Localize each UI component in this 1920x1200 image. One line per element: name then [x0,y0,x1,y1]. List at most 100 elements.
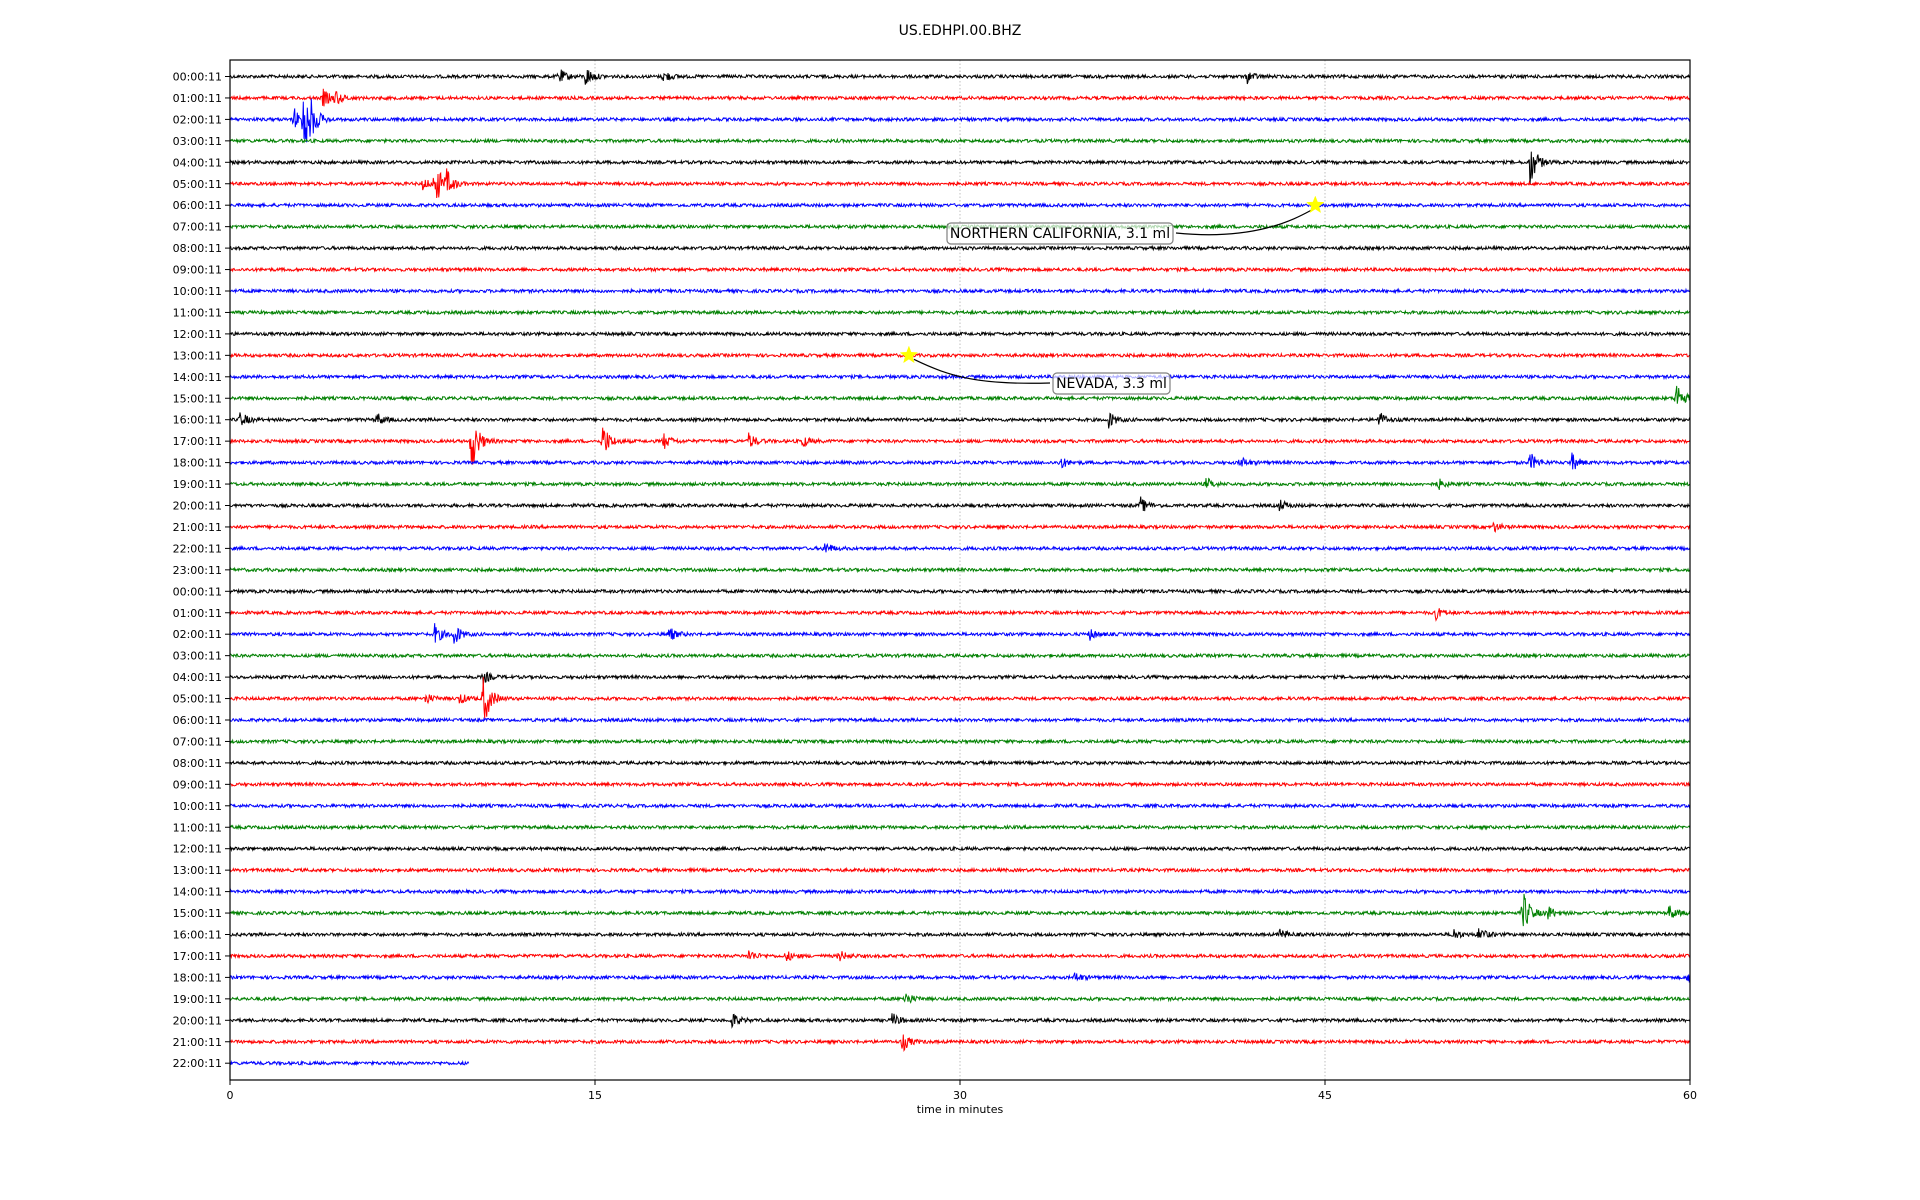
trace-row-34 [229,802,1691,810]
x-tick-label: 15 [588,1089,602,1102]
trace-row-8 [229,244,1691,252]
trace-row-26 [229,623,1691,644]
trace-row-36 [229,845,1691,853]
trace-row-45 [229,1034,1691,1053]
trace-row-40 [229,928,1691,939]
traces [229,69,1691,1067]
trace-row-1 [229,88,1691,107]
trace-row-27 [229,652,1691,660]
trace-row-18 [229,452,1691,470]
trace-row-0 [229,69,1691,85]
y-tick-label: 12:00:11 [173,843,222,856]
y-tick-label: 02:00:11 [173,628,222,641]
annotation-box [946,222,1174,245]
y-tick-label: 20:00:11 [173,1014,222,1027]
y-tick-label: 21:00:11 [173,521,222,534]
y-tick-label: 07:00:11 [173,221,222,234]
plot-frame [229,59,1691,1081]
trace-row-31 [229,738,1691,745]
trace-row-6 [229,201,1691,209]
trace-row-16 [229,412,1691,429]
y-tick-label: 05:00:11 [173,178,222,191]
y-tick-label: 23:00:11 [173,564,222,577]
trace-row-12 [229,330,1691,338]
trace-row-29 [229,677,1691,719]
y-tick-label: 13:00:11 [173,864,222,877]
trace-row-21 [229,521,1691,533]
trace-row-39 [229,893,1691,927]
y-tick-label: 08:00:11 [173,242,222,255]
y-tick-label: 02:00:11 [173,113,222,126]
y-tick-label: 19:00:11 [173,993,222,1006]
y-tick-label: 05:00:11 [173,693,222,706]
trace-row-35 [229,823,1691,831]
y-tick-label: 17:00:11 [173,950,222,963]
y-tick-label: 10:00:11 [173,285,222,298]
y-tick-label: 07:00:11 [173,735,222,748]
trace-row-28 [229,671,1691,685]
x-axis: 0 15 30 45 60 [227,1080,1697,1102]
y-tick-label: 17:00:11 [173,435,222,448]
event-star-icon [899,345,919,364]
x-tick-label: 45 [1318,1089,1332,1102]
trace-row-25 [229,608,1691,622]
trace-row-42 [229,972,1691,983]
x-tick-label: 0 [227,1089,234,1102]
y-tick-label: 09:00:11 [173,778,222,791]
trace-row-44 [229,1013,1691,1029]
y-tick-label: 18:00:11 [173,457,222,470]
y-tick-label: 12:00:11 [173,328,222,341]
y-tick-label: 01:00:11 [173,92,222,105]
y-tick-label: 11:00:11 [173,821,222,834]
y-tick-label: 08:00:11 [173,757,222,770]
y-tick-label: 03:00:11 [173,650,222,663]
y-tick-label: 03:00:11 [173,135,222,148]
trace-row-38 [229,888,1691,896]
y-tick-label: 01:00:11 [173,607,222,620]
event-star-icon [1306,195,1325,214]
trace-row-15 [229,385,1691,404]
y-tick-label: 22:00:11 [173,542,222,555]
trace-row-20 [229,496,1691,512]
trace-row-3 [229,137,1691,145]
trace-row-46 [229,1059,470,1067]
annotation-box [1052,372,1171,395]
trace-row-32 [230,759,1691,767]
y-tick-label: 13:00:11 [173,349,222,362]
trace-row-30 [229,716,1691,724]
trace-row-10 [229,287,1691,295]
trace-row-37 [229,866,1691,874]
annotation-label: NORTHERN CALIFORNIA, 3.1 ml [950,226,1170,242]
y-tick-label: 11:00:11 [173,306,222,319]
x-axis-label: time in minutes [917,1103,1004,1116]
annotation-connector [913,358,1051,384]
x-tick-label: 60 [1683,1089,1697,1102]
trace-row-17 [229,427,1691,465]
annotation-connector [1175,209,1312,236]
y-tick-label: 10:00:11 [173,800,222,813]
trace-row-13 [229,351,1691,359]
y-tick-label: 16:00:11 [173,929,222,942]
trace-row-11 [229,308,1691,316]
y-tick-label: 00:00:11 [173,71,222,84]
y-tick-label: 18:00:11 [173,971,222,984]
chart-title: US.EDHPI.00.BHZ [899,23,1022,39]
trace-row-19 [229,477,1691,491]
trace-row-41 [229,950,1691,962]
y-tick-label: 14:00:11 [173,371,222,384]
annotation-label: NEVADA, 3.3 ml [1056,376,1167,392]
y-tick-label: 00:00:11 [173,585,222,598]
y-tick-label: 04:00:11 [173,156,222,169]
y-tick-label: 22:00:11 [173,1057,222,1070]
y-tick-label: 15:00:11 [173,392,222,405]
trace-row-4 [229,151,1691,185]
y-tick-label: 19:00:11 [173,478,222,491]
trace-row-43 [229,993,1691,1004]
y-tick-label: 09:00:11 [173,264,222,277]
trace-row-22 [229,542,1691,553]
y-tick-label: 21:00:11 [173,1036,222,1049]
trace-row-2 [229,98,1691,143]
y-tick-label: 06:00:11 [173,199,222,212]
trace-row-24 [229,587,1691,595]
